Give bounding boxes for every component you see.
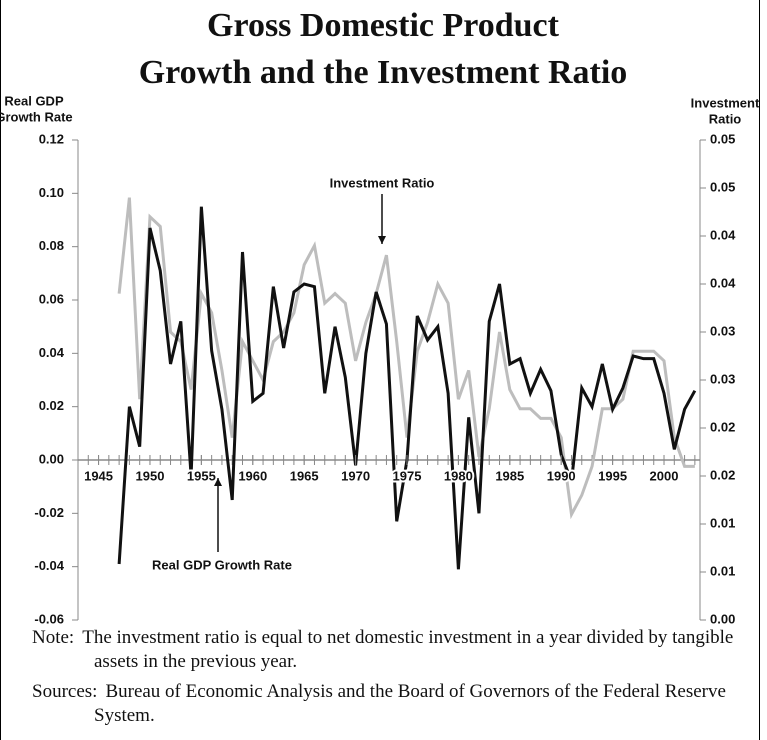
y2-axis-title: Ratio — [709, 111, 742, 126]
y2-tick-label: 0.02 — [710, 419, 735, 434]
y-tick-label: 0.06 — [39, 291, 64, 306]
y2-tick-label: 0.05 — [710, 179, 735, 194]
y2-tick-label: 0.00 — [710, 611, 735, 626]
note-label: Note: — [32, 627, 75, 648]
note-text: Bureau of Economic Analysis and the Boar… — [94, 681, 726, 726]
x-tick-label: 1955 — [187, 468, 216, 483]
x-tick-label: 1995 — [598, 468, 627, 483]
series-line — [117, 197, 695, 520]
x-tick-label: 1985 — [495, 468, 524, 483]
y-axis-title: Real GDP — [4, 93, 64, 108]
y-tick-label: 0.08 — [39, 238, 64, 253]
y-axis-title: Growth Rate — [0, 109, 73, 124]
y-tick-label: -0.02 — [34, 505, 64, 520]
chart: Gross Domestic Product Growth and the Inv… — [0, 7, 760, 626]
x-tick-label: 1945 — [84, 468, 113, 483]
y2-tick-label: 0.01 — [710, 515, 735, 530]
y-tick-label: 0.00 — [39, 451, 64, 466]
note: Sources: Bureau of Economic Analysis and … — [32, 680, 752, 728]
note: Note: The investment ratio is equal to ne… — [32, 626, 752, 674]
arrow-head — [378, 236, 386, 244]
series-line — [117, 206, 697, 570]
y-tick-label: 0.04 — [39, 345, 65, 360]
x-tick-label: 1970 — [341, 468, 370, 483]
y-tick-label: -0.04 — [34, 558, 64, 573]
chart-title: Growth and the Investment Ratio — [139, 54, 628, 91]
y2-tick-label: 0.04 — [710, 227, 736, 242]
y-tick-label: 0.12 — [39, 131, 64, 146]
x-tick-label: 1980 — [444, 468, 473, 483]
annotation: Investment Ratio — [330, 175, 435, 190]
arrow-head — [214, 478, 222, 486]
y-tick-label: 0.02 — [39, 398, 64, 413]
y-tick-label: 0.10 — [39, 185, 64, 200]
y-tick-label: -0.06 — [34, 611, 64, 626]
note-text: The investment ratio is equal to net dom… — [82, 627, 734, 672]
y2-tick-label: 0.05 — [710, 131, 735, 146]
note-label: Sources: — [32, 681, 98, 702]
y2-tick-label: 0.03 — [710, 323, 735, 338]
x-tick-label: 1950 — [136, 468, 165, 483]
x-tick-label: 2000 — [650, 468, 679, 483]
y2-tick-label: 0.01 — [710, 563, 735, 578]
x-tick-label: 1960 — [238, 468, 267, 483]
x-tick-label: 1990 — [547, 468, 576, 483]
y2-tick-label: 0.03 — [710, 371, 735, 386]
x-tick-label: 1975 — [393, 468, 422, 483]
x-tick-label: 1965 — [290, 468, 319, 483]
y2-tick-label: 0.04 — [710, 275, 736, 290]
y2-tick-label: 0.02 — [710, 467, 735, 482]
annotation: Real GDP Growth Rate — [152, 557, 292, 572]
y2-axis-title: Investment — [691, 95, 760, 110]
chart-title: Gross Domestic Product — [207, 7, 560, 44]
notes: Note: The investment ratio is equal to ne… — [32, 626, 752, 734]
